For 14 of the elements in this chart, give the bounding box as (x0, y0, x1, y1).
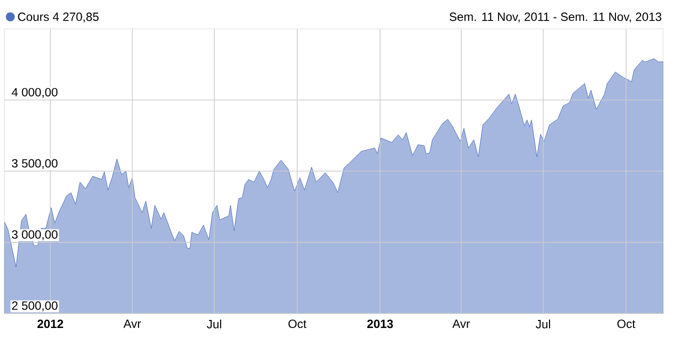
x-tick-label: 2013 (367, 319, 393, 328)
x-tick-label: Avr (123, 319, 141, 328)
y-tick-label: 2 500,00 (12, 301, 58, 312)
legend-label: Cours 4 270,85 (18, 12, 99, 22)
x-tick-label: Jul (536, 319, 550, 328)
y-tick-label: 3 500,00 (12, 158, 58, 169)
x-tick-label: Oct (288, 319, 306, 328)
x-tick-label: 2012 (37, 319, 64, 328)
chart-subtitle: Sem. 11 Nov, 2011 - Sem. 11 Nov, 2013 (450, 12, 662, 22)
y-tick-label: 4 000,00 (12, 88, 58, 98)
x-tick-label: Avr (452, 319, 470, 328)
x-tick-label: Oct (617, 319, 636, 328)
y-tick-label: 3 000,00 (12, 230, 58, 240)
x-tick-label: Jul (206, 319, 222, 328)
